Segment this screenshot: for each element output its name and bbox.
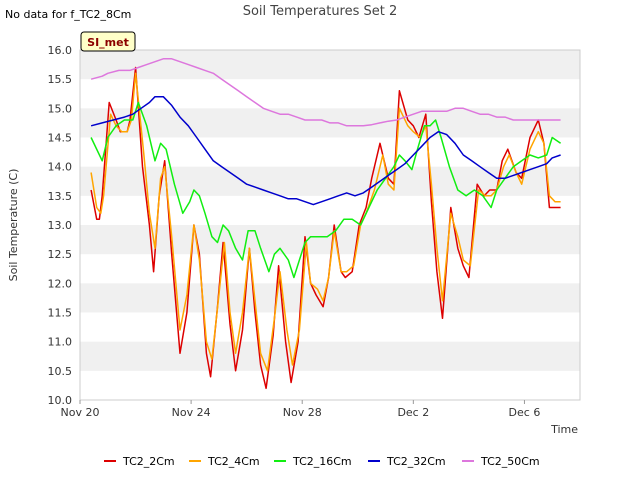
plot-area [79, 49, 581, 401]
y-tick-label: 15.5 [48, 73, 73, 86]
legend-label: TC2_16Cm [292, 455, 352, 468]
y-tick-label: 14.0 [48, 161, 73, 174]
legend-label: TC2_50Cm [480, 455, 540, 468]
grid-band [80, 225, 580, 255]
legend: TC2_2Cm TC2_4Cm TC2_16Cm TC2_32Cm TC2_50Cm [104, 455, 540, 468]
chart-title: Soil Temperatures Set 2 [243, 4, 398, 19]
no-data-note: No data for f_TC2_8Cm [5, 8, 131, 21]
x-tick-label: Nov 24 [172, 406, 211, 419]
badge-label: SI_met [87, 36, 129, 49]
y-tick-label: 10.0 [48, 394, 73, 407]
y-tick-label: 12.0 [48, 277, 73, 290]
x-tick-label: Nov 20 [61, 406, 100, 419]
y-tick-label: 16.0 [48, 44, 73, 57]
grid-band [80, 50, 580, 80]
series-lines [90, 58, 562, 390]
y-tick-label: 11.5 [48, 307, 73, 320]
y-axis-ticks: 10.0 10.5 11.0 11.5 12.0 12.5 13.0 13.5 14.0 14.5… [48, 44, 73, 407]
grid-band [80, 166, 580, 196]
x-axis-ticks: Nov 20 Nov 24 Nov 28 Dec 2 Dec 6 [61, 400, 541, 419]
y-tick-label: 15.0 [48, 102, 73, 115]
x-tick-label: Dec 6 [509, 406, 541, 419]
plot-background-bands [80, 50, 580, 371]
series-line-tc2-16cm [90, 101, 562, 279]
series-line-tc2-32cm [90, 95, 561, 206]
series-line-tc2-50cm [90, 58, 561, 127]
grid-band [80, 341, 580, 371]
x-tick-label: Dec 2 [397, 406, 429, 419]
y-tick-label: 11.0 [48, 336, 73, 349]
y-tick-label: 12.5 [48, 248, 73, 261]
y-tick-label: 14.5 [48, 132, 73, 145]
y-tick-label: 10.5 [48, 365, 73, 378]
grid-band [80, 283, 580, 313]
legend-label: TC2_2Cm [122, 455, 175, 468]
y-axis-label: Soil Temperature (C) [7, 169, 20, 282]
y-tick-label: 13.0 [48, 219, 73, 232]
x-tick-label: Nov 28 [283, 406, 322, 419]
x-axis-label: Time [550, 423, 578, 436]
station-badge: SI_met [80, 31, 136, 52]
legend-label: TC2_4Cm [207, 455, 260, 468]
y-tick-label: 13.5 [48, 190, 73, 203]
series-line-tc2-4cm [90, 72, 561, 372]
legend-label: TC2_32Cm [386, 455, 446, 468]
